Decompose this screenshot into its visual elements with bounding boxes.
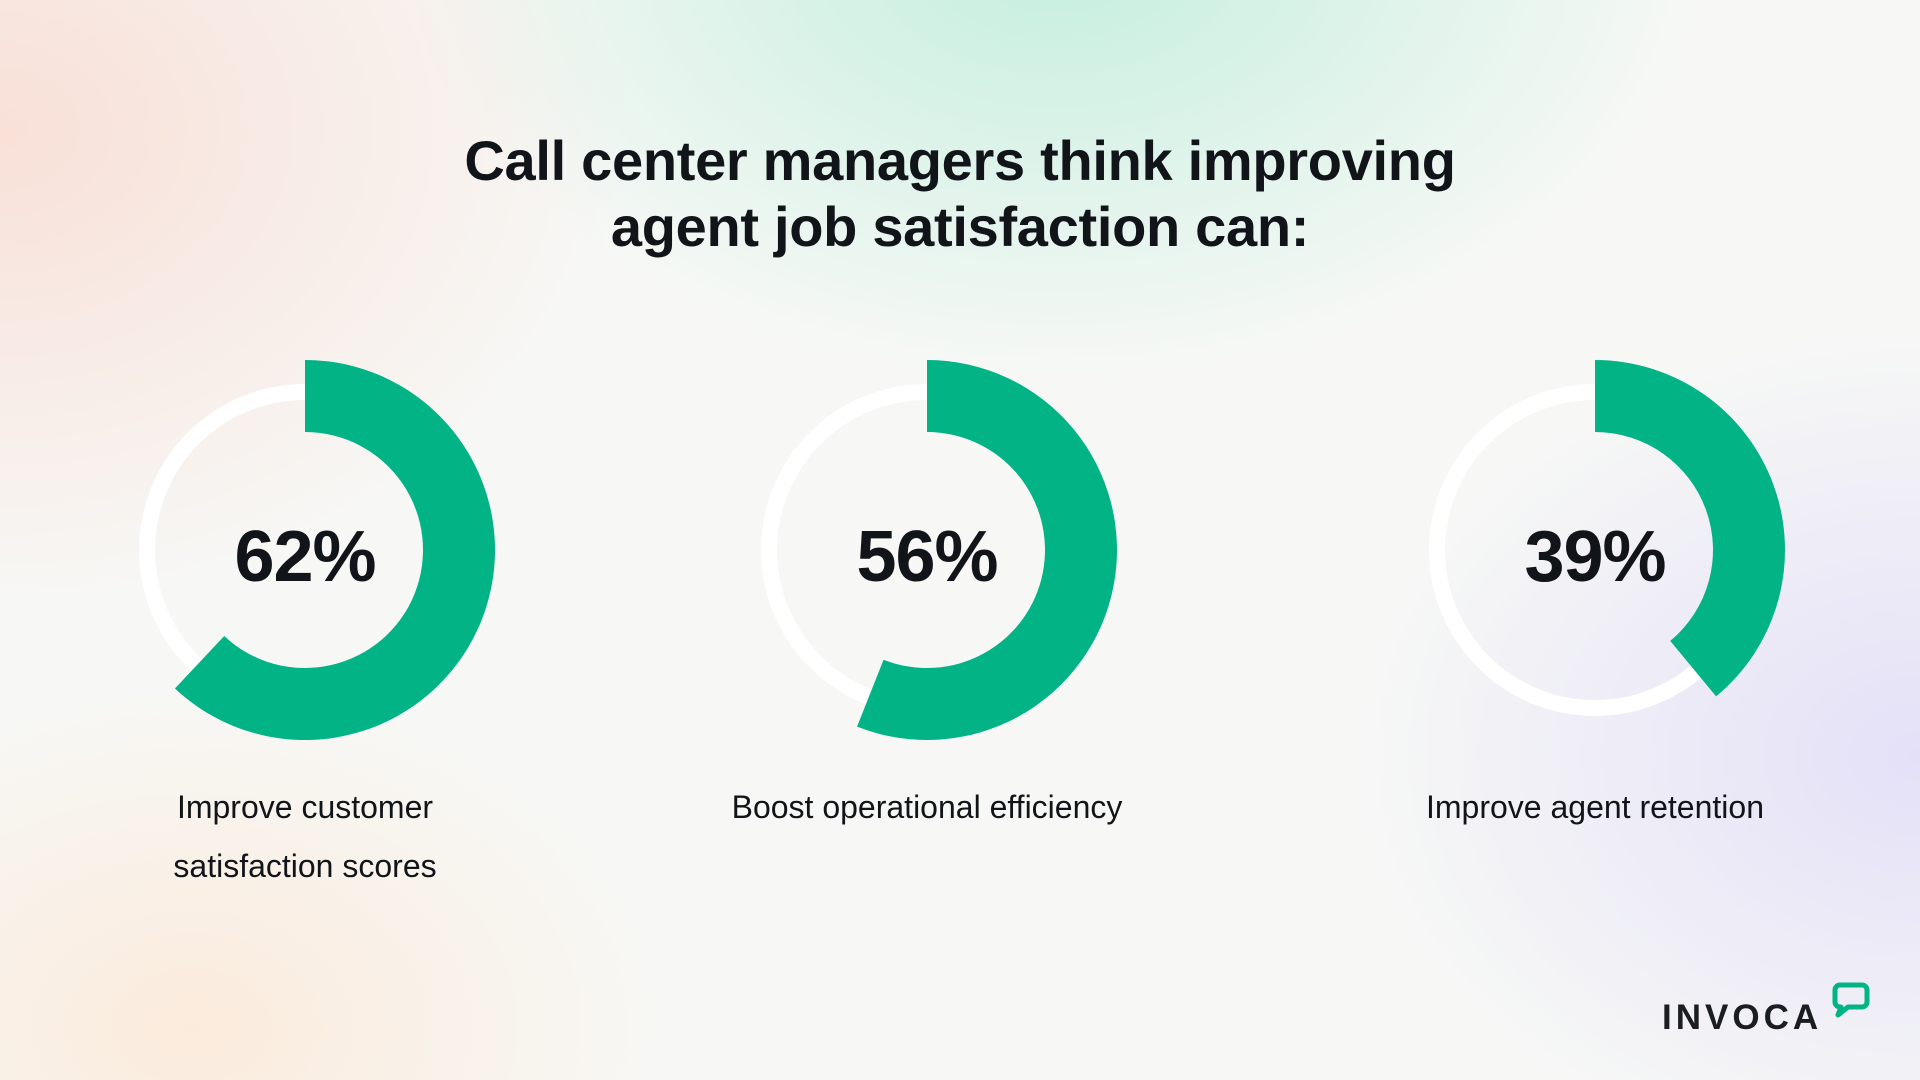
invoca-logo: INVOCA	[1662, 982, 1872, 1042]
donut-value: 39%	[1524, 517, 1666, 597]
donut-value: 62%	[234, 517, 376, 597]
donut-value: 56%	[856, 517, 998, 597]
stat-caption: Boost operational efficiency	[731, 789, 1123, 825]
speech-bubble-icon	[1832, 982, 1870, 1018]
donut-arc	[174, 360, 496, 740]
title-line-2: agent job satisfaction can:	[610, 195, 1310, 258]
donut-chart-customer-satisfaction	[139, 360, 496, 740]
donut-chart-agent-retention	[1429, 360, 1785, 716]
logo-wordmark: INVOCA	[1662, 998, 1823, 1037]
donut-arc	[1595, 360, 1785, 697]
stat-caption: Improve agent retention	[1426, 789, 1764, 825]
page-title: Call center managers think improving age…	[0, 128, 1920, 260]
donut-arc	[857, 360, 1117, 740]
donut-chart-operational-efficiency	[761, 360, 1117, 740]
title-line-1: Call center managers think improving	[464, 129, 1456, 192]
stat-caption: Improve customer satisfaction scores	[173, 789, 437, 884]
